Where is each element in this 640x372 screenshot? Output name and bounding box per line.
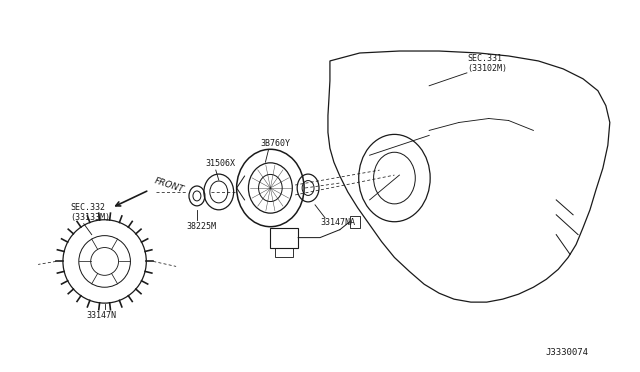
- Text: SEC.331: SEC.331: [467, 54, 502, 63]
- Text: FRONT: FRONT: [153, 176, 186, 194]
- Text: (33102M): (33102M): [467, 64, 507, 73]
- Text: 31506X: 31506X: [206, 159, 236, 168]
- Text: 38225M: 38225M: [186, 222, 216, 231]
- Text: 3B760Y: 3B760Y: [260, 139, 291, 148]
- Text: J3330074: J3330074: [545, 348, 588, 357]
- Text: (33133M): (33133M): [70, 213, 110, 222]
- Bar: [275, 247, 293, 257]
- Text: 33147N: 33147N: [87, 311, 116, 320]
- Bar: [270, 228, 298, 247]
- Text: SEC.332: SEC.332: [70, 203, 105, 212]
- Bar: [350, 216, 360, 228]
- Text: 33147NA: 33147NA: [320, 218, 355, 227]
